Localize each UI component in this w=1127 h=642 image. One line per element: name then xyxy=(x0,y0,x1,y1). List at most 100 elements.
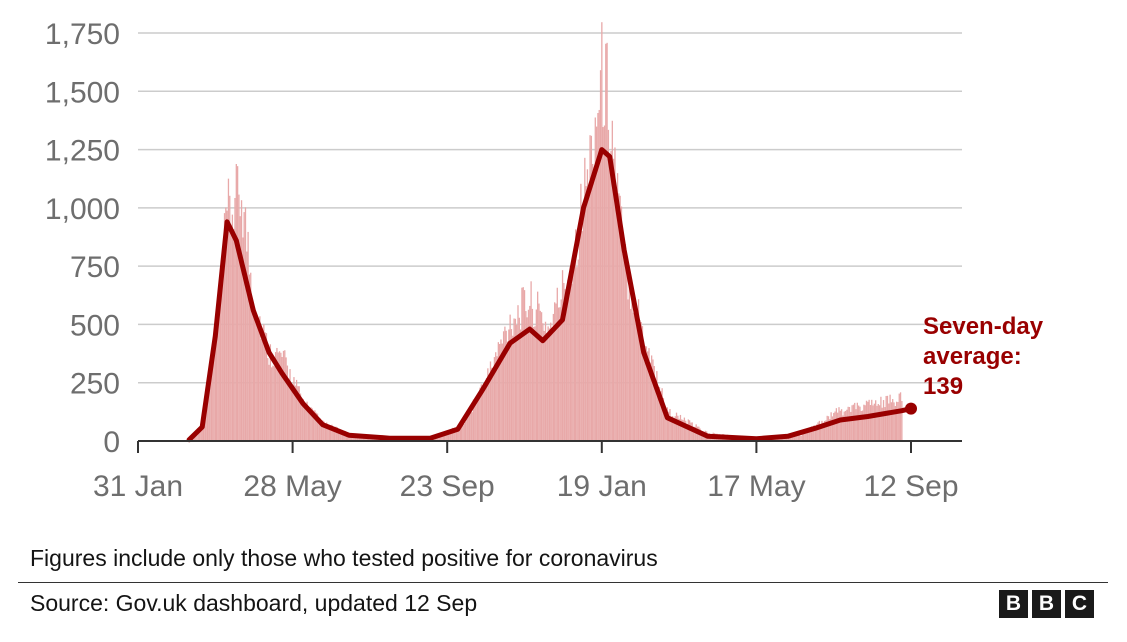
daily-bar xyxy=(640,322,642,441)
y-tick-label: 250 xyxy=(70,368,120,401)
daily-bar xyxy=(817,422,819,441)
daily-bar xyxy=(622,253,624,441)
daily-bar xyxy=(839,410,841,441)
daily-bar xyxy=(289,369,291,441)
daily-bar xyxy=(678,418,680,441)
daily-bar xyxy=(555,303,557,441)
daily-bar xyxy=(526,317,528,441)
daily-bar xyxy=(859,406,861,441)
daily-bar xyxy=(264,332,266,441)
daily-bar xyxy=(478,393,480,441)
daily-bar xyxy=(252,314,254,441)
daily-bar xyxy=(860,411,862,441)
daily-bar xyxy=(557,307,560,441)
daily-bar xyxy=(222,259,224,441)
daily-bar xyxy=(314,410,316,441)
daily-bar xyxy=(280,352,282,441)
daily-bar xyxy=(327,425,329,441)
y-tick-label: 1,500 xyxy=(45,76,120,109)
daily-bar xyxy=(885,395,887,441)
daily-bar xyxy=(210,366,213,441)
daily-bar xyxy=(801,433,803,441)
daily-bar xyxy=(619,195,621,441)
daily-bar xyxy=(685,420,687,441)
daily-bar xyxy=(576,267,578,441)
daily-bar xyxy=(446,430,448,441)
daily-bar xyxy=(543,330,545,441)
daily-bar xyxy=(658,387,661,441)
daily-bar xyxy=(550,322,552,441)
daily-bar xyxy=(535,309,537,441)
daily-bar xyxy=(231,214,234,441)
y-tick-label: 500 xyxy=(70,309,120,342)
y-tick-label: 1,250 xyxy=(45,135,120,168)
daily-bar xyxy=(812,426,814,441)
daily-bar xyxy=(893,402,895,441)
daily-bar xyxy=(485,378,488,441)
daily-bar xyxy=(285,357,287,441)
daily-bar xyxy=(527,309,530,441)
daily-bar xyxy=(254,310,256,441)
daily-bar xyxy=(471,412,473,441)
daily-bar xyxy=(556,287,558,441)
daily-bar xyxy=(323,421,325,441)
daily-bar xyxy=(855,409,857,441)
daily-bar xyxy=(878,405,881,441)
daily-bar xyxy=(516,324,518,441)
daily-bar xyxy=(882,400,885,441)
daily-bar xyxy=(534,326,536,441)
y-tick-label: 1,000 xyxy=(45,193,120,226)
daily-bar xyxy=(297,386,299,441)
daily-bar xyxy=(500,339,502,441)
daily-bar xyxy=(251,303,253,441)
daily-bar xyxy=(356,435,358,441)
daily-bar xyxy=(301,397,303,441)
daily-bar xyxy=(474,406,476,441)
daily-bar xyxy=(551,333,553,441)
annotation-line2: average: xyxy=(923,343,1022,370)
daily-bar xyxy=(537,291,539,441)
daily-bar xyxy=(307,410,310,441)
daily-bar xyxy=(656,371,658,441)
daily-bar xyxy=(225,207,227,441)
daily-bar xyxy=(552,313,555,441)
daily-bar xyxy=(653,365,655,441)
daily-bar xyxy=(567,279,569,441)
daily-bar xyxy=(633,315,636,441)
daily-bar xyxy=(292,388,294,441)
daily-bar xyxy=(827,416,830,441)
daily-bar xyxy=(288,378,290,441)
daily-bar xyxy=(493,357,496,441)
daily-bar xyxy=(242,237,244,441)
daily-bar xyxy=(239,216,241,441)
daily-bar xyxy=(880,396,882,441)
daily-bar xyxy=(284,350,286,441)
daily-bar xyxy=(863,404,865,441)
daily-bar xyxy=(246,251,248,441)
daily-bar xyxy=(563,282,565,441)
daily-bar xyxy=(479,387,481,441)
daily-bar xyxy=(864,405,866,441)
daily-bar xyxy=(554,302,556,441)
y-axis-ticks: 0 250 500 750 1,000 1,250 1,500 1,750 xyxy=(45,18,120,459)
daily-bar xyxy=(523,290,526,441)
daily-bar xyxy=(548,328,551,441)
daily-bar xyxy=(797,435,800,441)
daily-bar xyxy=(873,403,876,441)
daily-bar xyxy=(675,412,678,441)
daily-bar xyxy=(582,213,585,441)
daily-bar xyxy=(271,367,273,441)
daily-bar xyxy=(525,311,527,441)
daily-bar xyxy=(276,347,278,441)
daily-bar xyxy=(295,379,298,441)
daily-bar xyxy=(299,393,302,441)
daily-bar xyxy=(892,399,894,441)
daily-bar xyxy=(681,419,683,441)
daily-bar xyxy=(628,270,631,441)
daily-bar xyxy=(454,427,456,441)
daily-bar xyxy=(223,213,226,441)
daily-bar xyxy=(316,413,319,441)
daily-bar xyxy=(669,408,671,441)
daily-bar xyxy=(459,427,462,441)
daily-bar xyxy=(593,176,595,441)
